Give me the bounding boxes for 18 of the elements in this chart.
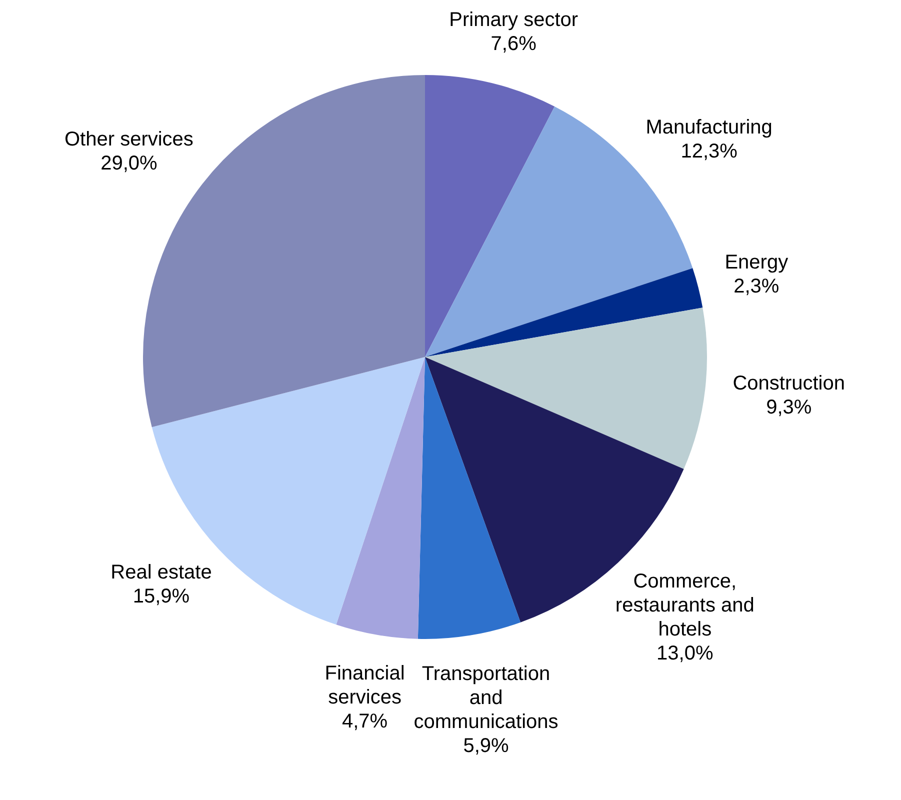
data-label: 15,9% bbox=[132, 586, 190, 608]
data-label: 13,0% bbox=[656, 642, 714, 665]
data-label: 2,3% bbox=[734, 275, 780, 298]
data-label: 7,6% bbox=[490, 32, 537, 55]
data-label: 4,7% bbox=[342, 710, 388, 733]
data-label: 9,3% bbox=[766, 396, 812, 418]
data-label: 5,9% bbox=[463, 735, 510, 758]
slice-label: Financial services bbox=[324, 662, 405, 709]
data-label: 29,0% bbox=[100, 152, 158, 175]
data-label: 12,3% bbox=[680, 140, 738, 162]
slice-label: Primary sector bbox=[449, 8, 578, 31]
slice-label: Real estate bbox=[110, 562, 212, 584]
slice-label: Transportation and communications bbox=[414, 663, 558, 734]
slice-label: Commerce, restaurants and hotels bbox=[615, 570, 754, 641]
slice-label: Other services bbox=[64, 128, 194, 151]
slice-label: Manufacturing bbox=[646, 116, 772, 138]
slice-label: Energy bbox=[724, 251, 788, 274]
slice-label: Construction bbox=[732, 372, 846, 394]
